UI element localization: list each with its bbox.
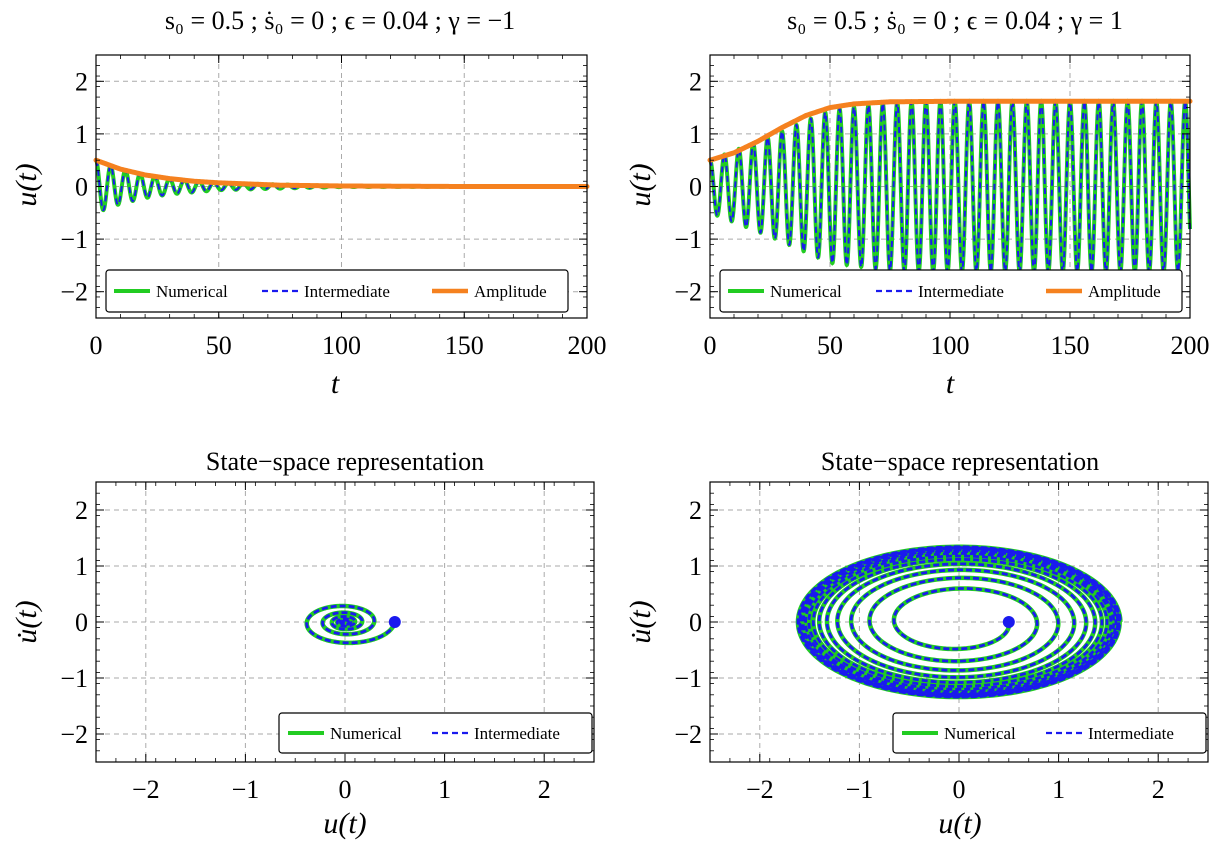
plot-top-right: 0 50 100 150 200 −2 −1 0 1 2: [674, 54, 1210, 360]
y-tick-label: 0: [75, 173, 88, 202]
xlabel-top-right: t: [946, 367, 955, 400]
legend-label-numerical: Numerical: [770, 282, 842, 301]
legend-top-right: Numerical Intermediate Amplitude: [719, 269, 1183, 313]
y-tick-label: 1: [75, 552, 88, 581]
y-tick-label: −2: [60, 720, 88, 749]
legend-label-intermediate: Intermediate: [474, 724, 560, 743]
plot-bottom-left: −2 −1 0 1 2 −2 −1 0 1 2: [60, 481, 595, 804]
series-line-intermediate: [796, 545, 1122, 699]
legend-top-left: Numerical Intermediate Amplitude: [105, 269, 569, 313]
start-point-marker: [388, 616, 401, 628]
y-tick-label: 1: [75, 120, 88, 149]
x-tick-label: 2: [538, 775, 551, 804]
legend-label-numerical: Numerical: [156, 282, 228, 301]
panel-title-bottom-right: State−space representation: [821, 447, 1099, 476]
legend-label-intermediate: Intermediate: [304, 282, 390, 301]
ylabel-bottom-right: u̇(t): [624, 600, 657, 643]
x-tick-label: −1: [232, 775, 260, 804]
x-tick-label: −2: [132, 775, 160, 804]
y-tick-label: 2: [689, 496, 702, 525]
y-tick-label: −1: [674, 225, 702, 254]
series-line-intermediate: [305, 604, 397, 645]
x-tick-label: 50: [817, 331, 843, 360]
y-tick-label: 1: [689, 120, 702, 149]
y-tick-label: −1: [60, 664, 88, 693]
x-tick-label: 50: [206, 331, 232, 360]
legend-label-numerical: Numerical: [330, 724, 402, 743]
series-line-amplitude: [707, 98, 1193, 163]
legend-bottom-right: Numerical Intermediate: [892, 712, 1207, 754]
legend-label-intermediate: Intermediate: [1088, 724, 1174, 743]
panel-title-bottom-left: State−space representation: [206, 447, 484, 476]
x-tick-label: 150: [445, 331, 484, 360]
x-tick-label: 100: [322, 331, 361, 360]
y-tick-label: 2: [689, 67, 702, 96]
ylabel-bottom-left: u̇(t): [10, 600, 43, 643]
x-tick-label: 0: [90, 331, 103, 360]
x-tick-label: 1: [1052, 775, 1065, 804]
ylabel-top-right: u(t): [624, 163, 657, 206]
plot-bottom-right: −2 −1 0 1 2 −2 −1 0 1 2: [674, 481, 1209, 804]
x-tick-label: 0: [953, 775, 966, 804]
x-tick-label: −2: [746, 775, 774, 804]
y-tick-label: 0: [689, 608, 702, 637]
y-tick-label: 2: [75, 496, 88, 525]
y-tick-label: −2: [60, 278, 88, 307]
legend-label-numerical: Numerical: [944, 724, 1016, 743]
legend-bottom-left: Numerical Intermediate: [278, 712, 593, 754]
x-tick-label: −1: [846, 775, 874, 804]
y-tick-label: −1: [60, 225, 88, 254]
y-tick-label: −2: [674, 720, 702, 749]
plot-top-left: 0 50 100 150 200 −2 −1 0 1 2: [60, 54, 607, 360]
y-tick-label: −2: [674, 278, 702, 307]
legend-label-amplitude: Amplitude: [474, 282, 547, 301]
ylabel-top-left: u(t): [10, 163, 43, 206]
x-tick-label: 0: [704, 331, 717, 360]
y-tick-label: 2: [75, 67, 88, 96]
x-tick-label: 150: [1051, 331, 1090, 360]
x-tick-label: 200: [568, 331, 607, 360]
y-tick-label: 0: [689, 173, 702, 202]
panel-title-top-right: s₀ = 0.5 ; ṡ₀ = 0 ; ϵ = 0.04 ; γ = 1: [787, 6, 1123, 35]
y-tick-label: 0: [75, 608, 88, 637]
legend-label-intermediate: Intermediate: [918, 282, 1004, 301]
series-line-amplitude: [93, 157, 590, 189]
legend-label-amplitude: Amplitude: [1088, 282, 1161, 301]
x-tick-label: 200: [1171, 331, 1210, 360]
x-tick-label: 100: [931, 331, 970, 360]
panel-title-top-left: s₀ = 0.5 ; ṡ₀ = 0 ; ϵ = 0.04 ; γ = −1: [165, 6, 515, 35]
x-tick-label: 1: [438, 775, 451, 804]
y-tick-label: 1: [689, 552, 702, 581]
xlabel-top-left: t: [331, 367, 340, 400]
y-tick-label: −1: [674, 664, 702, 693]
series-line-intermediate: [709, 99, 1191, 274]
xlabel-bottom-left: u(t): [323, 807, 366, 840]
x-tick-label: 0: [339, 775, 352, 804]
x-tick-label: 2: [1152, 775, 1165, 804]
xlabel-bottom-right: u(t): [938, 807, 981, 840]
start-point-marker: [1002, 616, 1015, 628]
